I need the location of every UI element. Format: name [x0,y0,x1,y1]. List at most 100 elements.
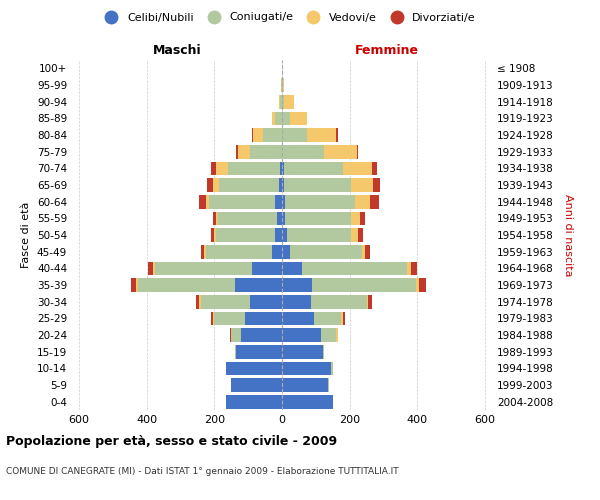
Bar [365,245,370,258]
Bar [416,278,419,292]
Bar [263,128,282,142]
Bar [282,262,302,275]
Text: Popolazione per età, sesso e stato civile - 2009: Popolazione per età, sesso e stato civil… [6,435,337,448]
Bar [411,262,418,275]
Bar [275,112,282,125]
Bar [206,195,209,208]
Bar [367,295,368,308]
Bar [419,278,426,292]
Bar [211,228,214,242]
Bar [226,395,282,408]
Bar [212,312,214,325]
Bar [155,262,251,275]
Y-axis label: Anni di nascita: Anni di nascita [563,194,573,276]
Bar [282,128,307,142]
Bar [201,295,250,308]
Bar [356,145,358,158]
Bar [343,312,344,325]
Bar [336,328,338,342]
Bar [282,312,314,325]
Bar [362,245,365,258]
Bar [138,278,235,292]
Bar [214,312,245,325]
Bar [214,228,216,242]
Bar [360,212,365,225]
Bar [235,345,236,358]
Bar [336,128,338,142]
Bar [278,95,280,108]
Bar [148,262,153,275]
Bar [311,295,367,308]
Bar [208,178,212,192]
Bar [307,128,336,142]
Bar [286,195,355,208]
Bar [287,228,352,242]
Bar [290,112,307,125]
Bar [282,178,284,192]
Bar [235,278,282,292]
Bar [282,395,333,408]
Bar [131,278,136,292]
Bar [407,262,411,275]
Bar [286,212,352,225]
Bar [226,362,282,375]
Bar [321,328,336,342]
Bar [282,362,331,375]
Bar [331,362,333,375]
Bar [343,162,372,175]
Bar [368,295,372,308]
Bar [370,195,379,208]
Bar [282,378,328,392]
Bar [290,245,362,258]
Bar [201,245,204,258]
Bar [212,212,216,225]
Bar [275,195,282,208]
Bar [313,278,416,292]
Bar [282,145,325,158]
Bar [280,162,282,175]
Bar [231,378,282,392]
Bar [328,378,329,392]
Bar [323,345,325,358]
Bar [220,178,278,192]
Bar [216,162,228,175]
Bar [229,328,231,342]
Bar [245,312,282,325]
Bar [136,278,138,292]
Bar [206,245,272,258]
Bar [251,262,282,275]
Bar [199,295,201,308]
Bar [282,295,311,308]
Bar [282,95,284,108]
Bar [241,328,282,342]
Bar [325,145,356,158]
Bar [282,328,321,342]
Bar [209,195,275,208]
Bar [283,78,284,92]
Bar [373,178,380,192]
Bar [251,128,253,142]
Bar [253,128,263,142]
Bar [212,178,220,192]
Bar [196,295,199,308]
Bar [282,228,287,242]
Text: Maschi: Maschi [152,44,202,57]
Bar [372,162,377,175]
Bar [153,262,155,275]
Bar [352,212,360,225]
Bar [236,345,282,358]
Bar [278,178,282,192]
Y-axis label: Fasce di età: Fasce di età [22,202,31,268]
Bar [282,278,313,292]
Bar [216,228,275,242]
Bar [341,312,343,325]
Bar [282,212,286,225]
Bar [281,78,282,92]
Bar [284,95,294,108]
Bar [216,212,218,225]
Bar [358,228,363,242]
Bar [282,345,323,358]
Bar [275,228,282,242]
Bar [284,162,343,175]
Bar [231,328,241,342]
